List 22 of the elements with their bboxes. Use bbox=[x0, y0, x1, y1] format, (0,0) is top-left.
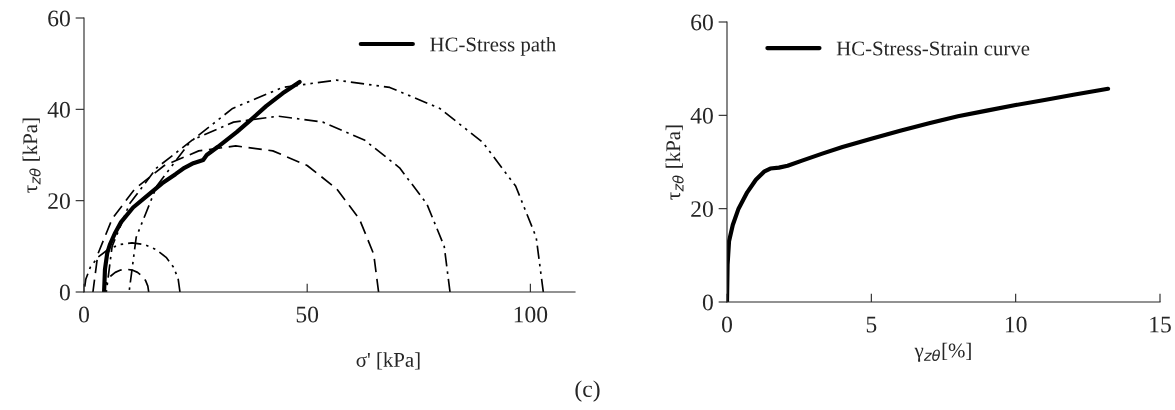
x-axis-title: γ$_{zθ}$[%] bbox=[914, 342, 971, 362]
x-axis-title: σ' [kPa] bbox=[356, 352, 420, 370]
x-tick-label: 5 bbox=[866, 316, 877, 333]
y-tick-label: 60 bbox=[48, 10, 70, 27]
x-tick-label: 15 bbox=[1150, 316, 1171, 333]
x-tick-label: 50 bbox=[296, 306, 319, 323]
x-tick-label: 0 bbox=[722, 316, 732, 333]
text: (c) bbox=[575, 380, 600, 402]
y-axis-title: τ$_{zθ}$ [kPa] bbox=[665, 125, 684, 200]
y-axis-title: τ$_{zθ}$ [kPa] bbox=[22, 118, 41, 193]
y-tick-label: 20 bbox=[691, 201, 713, 218]
x-tick-label: 100 bbox=[514, 306, 548, 323]
legend-label: HC-Stress path bbox=[430, 36, 556, 56]
y-tick-label: 40 bbox=[690, 107, 713, 124]
y-tick-label: 0 bbox=[702, 294, 713, 311]
y-tick-label: 40 bbox=[47, 101, 70, 118]
y-tick-label: 20 bbox=[48, 193, 70, 210]
y-tick-label: 60 bbox=[691, 14, 713, 31]
y-tick-label: 0 bbox=[59, 284, 70, 301]
x-tick-label: 0 bbox=[79, 306, 89, 323]
x-tick-label: 10 bbox=[1005, 316, 1027, 333]
legend-label: HC-Stress-Strain curve bbox=[836, 41, 1030, 56]
